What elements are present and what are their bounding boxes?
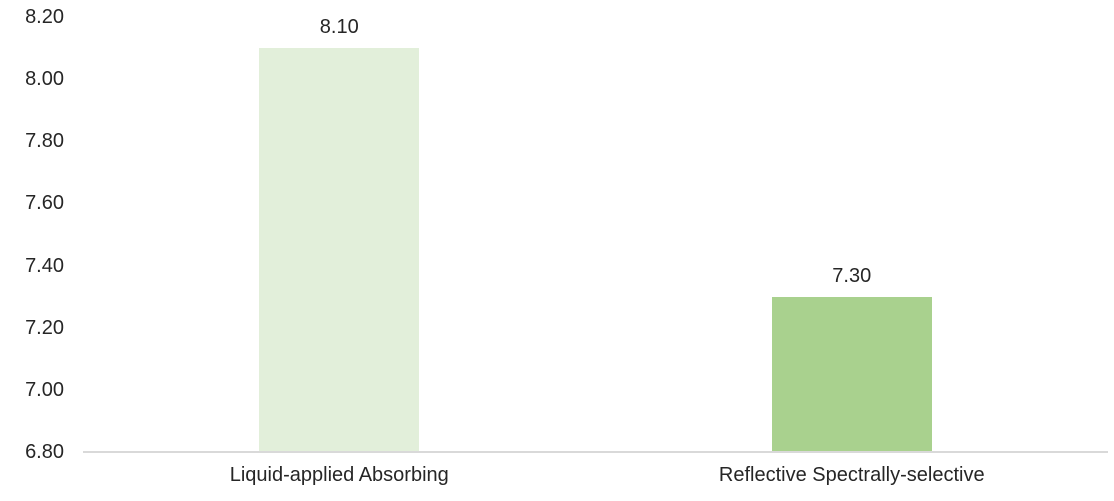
data-label-2: 7.30 bbox=[832, 264, 872, 287]
y-tick-label: 7.40 bbox=[25, 254, 64, 277]
y-tick-label: 6.80 bbox=[25, 441, 64, 463]
y-tick-label: 7.80 bbox=[25, 130, 64, 153]
y-tick-label: 8.00 bbox=[25, 68, 64, 91]
category-label-2: Reflective Spectrally-selective bbox=[718, 464, 985, 486]
bar-2 bbox=[771, 296, 932, 451]
x-axis-line bbox=[83, 451, 1108, 453]
category-label-1: Liquid-applied Absorbing bbox=[229, 464, 449, 486]
y-tick-label: 8.20 bbox=[25, 6, 64, 28]
y-tick-label: 7.60 bbox=[25, 192, 64, 215]
y-tick-label: 7.20 bbox=[25, 316, 64, 339]
data-label-1: 8.10 bbox=[319, 16, 359, 39]
y-tick-label: 7.00 bbox=[25, 378, 64, 401]
bar-1 bbox=[259, 48, 420, 451]
